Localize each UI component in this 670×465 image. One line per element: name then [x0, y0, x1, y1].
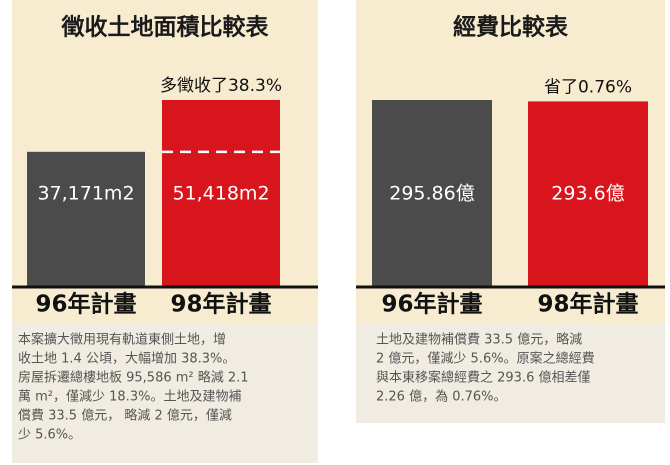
bar: [27, 151, 145, 287]
value-label: 37,171m2: [37, 183, 134, 205]
description-line: 償費 33.5 億元， 略減 2 億元，僅減: [18, 408, 232, 424]
annotation: 省了0.76%: [544, 77, 632, 97]
description-line: 2 億元，僅減少 5.6%。原案之總經費: [376, 351, 595, 367]
description-line: 2.26 億，為 0.76%。: [376, 389, 507, 405]
bar: [528, 101, 648, 288]
bar: [162, 100, 280, 287]
x-tick-label: 98年計畫: [170, 291, 271, 318]
x-tick-label: 96年計畫: [35, 291, 136, 318]
text-bg: [12, 323, 318, 463]
bar: [372, 100, 492, 287]
value-label: 293.6億: [551, 183, 624, 205]
value-label: 295.86億: [389, 183, 474, 205]
x-tick-label: 98年計畫: [537, 291, 638, 318]
description-line: 少 5.6%。: [18, 428, 81, 443]
description-line: 萬 m²，僅減少 18.3%。土地及建物補: [18, 389, 241, 405]
description-line: 本案擴大徵用現有軌道東側土地，增: [18, 332, 226, 348]
description-line: 與本東移案總經費之 293.6 億相差僅: [376, 370, 590, 386]
x-tick-label: 96年計畫: [381, 291, 482, 318]
chart-title: 徵收土地面積比較表: [61, 14, 270, 41]
annotation: 多徵收了38.3%: [160, 76, 282, 96]
chart-title: 經費比較表: [453, 14, 569, 41]
value-label: 51,418m2: [172, 183, 269, 205]
description-line: 收土地 1.4 公頃，大幅增加 38.3%。: [18, 352, 235, 367]
description-line: 房屋拆遷總樓地板 95,586 m² 略減 2.1: [18, 370, 249, 386]
text-bg: [356, 323, 665, 423]
description-line: 土地及建物補償費 33.5 億元，略減: [376, 332, 582, 348]
